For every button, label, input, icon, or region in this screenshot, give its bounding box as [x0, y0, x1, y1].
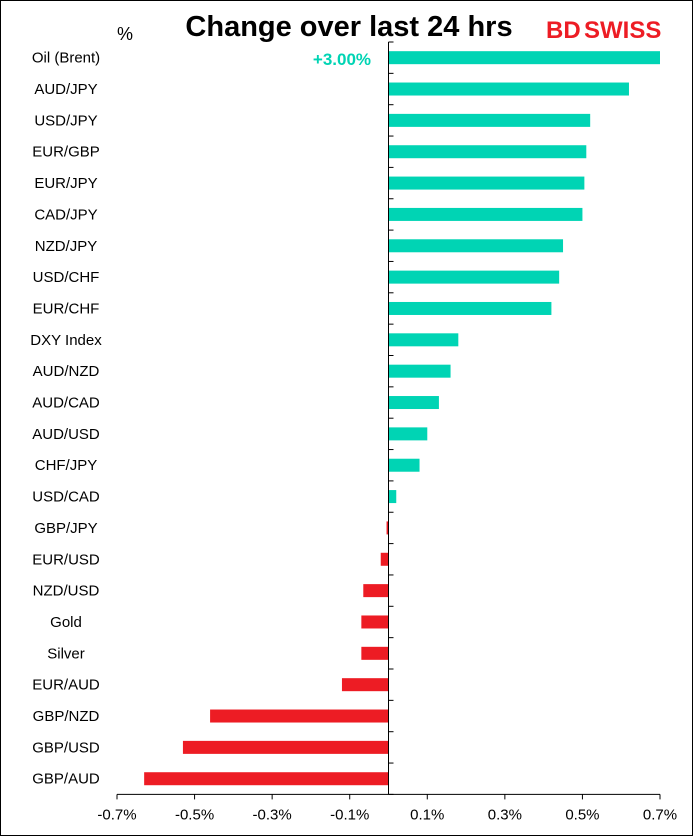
category-label: Oil (Brent): [32, 50, 100, 67]
bars-group: [144, 51, 660, 786]
category-label: GBP/USD: [32, 739, 100, 756]
category-label: EUR/AUD: [32, 677, 100, 694]
category-label: CAD/JPY: [34, 206, 97, 223]
bar-aud-cad: [388, 396, 439, 410]
bar-usd-cad: [388, 490, 397, 504]
category-label: NZD/USD: [33, 583, 100, 600]
category-label: EUR/USD: [32, 551, 100, 568]
bar-eur-jpy: [388, 176, 585, 190]
x-tick-label: -0.1%: [330, 806, 369, 823]
bar-eur-aud: [341, 678, 389, 692]
bar-eur-usd: [380, 552, 389, 566]
category-label: USD/CAD: [32, 489, 100, 506]
category-label: Gold: [50, 614, 82, 631]
category-label: USD/JPY: [34, 112, 97, 129]
logo-text-bd: BD: [546, 17, 581, 44]
bar-nzd-usd: [363, 584, 389, 598]
brand-logo: BD SWISS: [546, 17, 661, 44]
x-tick-label: 0.1%: [410, 806, 444, 823]
category-labels: Oil (Brent) AUD/JPY USD/JPY EUR/GBP EUR/JPY C…: [30, 50, 102, 788]
bar-usd-jpy: [388, 113, 591, 127]
x-tick-label: -0.7%: [97, 806, 136, 823]
category-label: EUR/GBP: [32, 144, 100, 161]
bar-gbp-aud: [144, 772, 389, 786]
category-label: DXY Index: [30, 332, 102, 349]
bar-silver: [361, 646, 389, 660]
category-label: GBP/AUD: [32, 771, 100, 788]
category-label: Silver: [47, 645, 85, 662]
bar-aud-nzd: [388, 364, 451, 378]
category-label: AUD/JPY: [34, 81, 97, 98]
x-tick-label: 0.7%: [643, 806, 677, 823]
category-label: GBP/NZD: [33, 708, 100, 725]
oil-annotation: +3.00%: [313, 50, 371, 69]
category-label: EUR/JPY: [34, 175, 97, 192]
bar-gbp-jpy: [386, 521, 389, 535]
bar-cad-jpy: [388, 207, 583, 221]
chart-title: Change over last 24 hrs: [185, 11, 512, 43]
bar-gbp-nzd: [210, 709, 389, 723]
x-tick-label: 0.5%: [565, 806, 599, 823]
category-label: AUD/CAD: [32, 395, 100, 412]
bar-dxy-index: [388, 333, 459, 347]
bar-nzd-jpy: [388, 239, 564, 253]
logo-text-swiss: SWISS: [584, 17, 661, 44]
x-tick-label: 0.3%: [488, 806, 522, 823]
bar-eur-gbp: [388, 145, 587, 159]
bar-oil-brent-: [388, 51, 660, 65]
category-label: CHF/JPY: [35, 457, 98, 474]
axes: [116, 41, 661, 800]
category-label: AUD/USD: [32, 426, 100, 443]
bar-aud-jpy: [388, 82, 629, 96]
bar-gbp-usd: [182, 740, 389, 754]
bar-usd-chf: [388, 270, 560, 284]
category-label: EUR/CHF: [33, 300, 100, 317]
category-label: GBP/JPY: [34, 520, 97, 537]
bar-chf-jpy: [388, 458, 420, 472]
category-label: NZD/JPY: [35, 238, 98, 255]
bar-gold: [361, 615, 389, 629]
category-label: USD/CHF: [33, 269, 100, 286]
category-label: AUD/NZD: [33, 363, 100, 380]
unit-label: %: [117, 24, 133, 44]
x-tick-label: -0.5%: [175, 806, 214, 823]
x-tick-label: -0.3%: [253, 806, 292, 823]
bar-aud-usd: [388, 427, 428, 441]
tick-labels: -0.7% -0.5% -0.3% -0.1% 0.1% 0.3% 0.5% 0.7%: [97, 806, 677, 823]
bar-eur-chf: [388, 301, 552, 315]
